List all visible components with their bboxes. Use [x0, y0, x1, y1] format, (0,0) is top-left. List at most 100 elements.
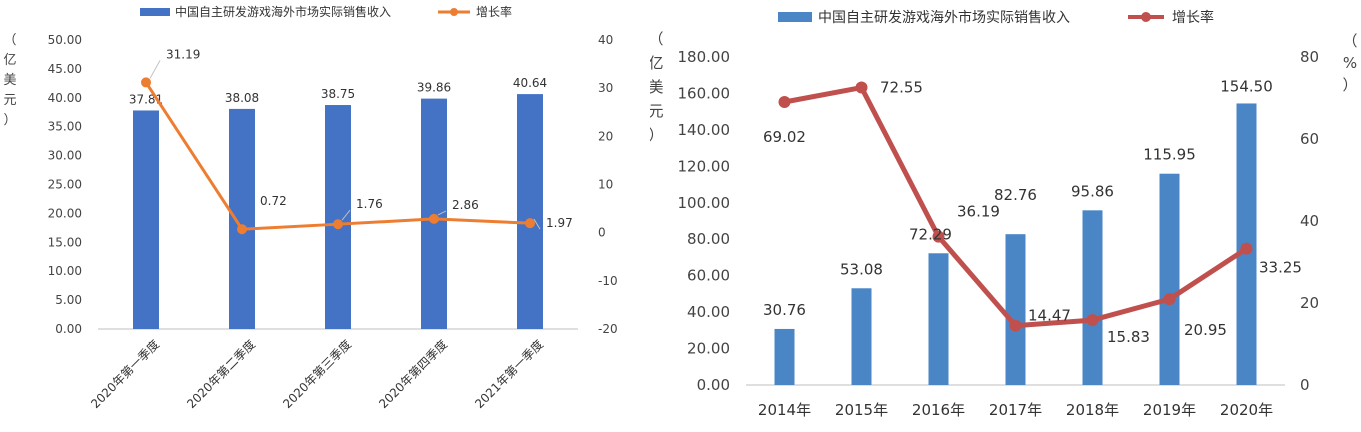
y-left-tick-label: 100.00 — [678, 194, 731, 212]
y-right-tick-label: 0 — [1300, 376, 1310, 394]
y-axis-label-char: 元 — [3, 93, 16, 108]
legend-line-label: 增长率 — [476, 4, 512, 19]
bar — [1082, 210, 1103, 385]
bar-value-label: 72.29 — [909, 225, 952, 243]
x-category-label: 2019年 — [1143, 401, 1196, 419]
growth-point — [141, 77, 151, 88]
growth-point — [1086, 314, 1099, 327]
y-left-tick-label: 20.00 — [687, 340, 730, 358]
x-category-label: 2021年第一季度 — [471, 337, 546, 412]
y2-axis-label-char: ） — [1342, 76, 1357, 94]
growth-point — [429, 213, 439, 224]
growth-value-label: 1.76 — [356, 197, 383, 211]
bar — [1005, 234, 1026, 385]
quarterly-revenue-chart: 中国自主研发游戏海外市场实际销售收入 增长率 （ 亿美元 ） 0.00 5.00 10.00 1… — [0, 0, 640, 432]
y-axis-label-char: ） — [3, 113, 16, 128]
y-axis-label-char: （ — [650, 30, 664, 48]
x-category-label: 2016年 — [912, 401, 965, 419]
y-left-tick-label: 25.00 — [48, 178, 82, 192]
growth-point — [237, 224, 247, 235]
bar — [774, 328, 795, 385]
growth-value-label: 69.02 — [763, 128, 806, 146]
growth-value-label: 1.97 — [546, 216, 573, 230]
x-category-label: 2020年第一季度 — [87, 337, 162, 412]
growth-value-label: 31.19 — [166, 47, 200, 61]
y-right-tick-label: -10 — [598, 274, 618, 288]
y-left-tick-label: 60.00 — [687, 267, 730, 285]
growth-label-leader — [437, 210, 447, 216]
legend-bar-label: 中国自主研发游戏海外市场实际销售收入 — [175, 4, 391, 19]
growth-value-label: 2.86 — [452, 198, 479, 212]
bar — [325, 105, 351, 330]
bar-value-label: 40.64 — [513, 76, 547, 90]
y-left-tick-label: 140.00 — [678, 121, 731, 139]
growth-point — [1009, 319, 1022, 332]
growth-value-label: 36.19 — [957, 203, 1000, 221]
y-left-tick-label: 30.00 — [48, 149, 82, 163]
x-category-label: 2020年第三季度 — [279, 337, 354, 412]
y-right-tick-label: 10 — [598, 178, 613, 192]
x-category-label: 2017年 — [989, 401, 1042, 419]
bar-value-label: 30.76 — [763, 301, 806, 319]
y-left-tick-label: 80.00 — [687, 230, 730, 248]
y-axis-label-char: 元 — [650, 102, 664, 120]
growth-point — [932, 230, 945, 243]
y-right-tick-label: 0 — [598, 226, 606, 240]
bar — [928, 253, 949, 385]
y-left-tick-label: 120.00 — [678, 157, 731, 175]
bar — [517, 94, 543, 329]
growth-point — [855, 81, 868, 94]
bar — [851, 288, 872, 385]
y2-axis-label-char: % — [1343, 54, 1357, 72]
growth-point — [525, 218, 535, 229]
bar-value-label: 38.75 — [321, 87, 355, 101]
y-right-tick-label: 20 — [598, 129, 613, 143]
x-category-label: 2014年 — [758, 401, 811, 419]
annual-revenue-chart: 中国自主研发游戏海外市场实际销售收入 增长率 （ 亿美元 ） （% ） 0.00 20.00 40… — [650, 0, 1361, 432]
legend-line-marker — [1141, 12, 1151, 22]
y-right-tick-label: 30 — [598, 81, 613, 95]
x-category-label: 2020年 — [1220, 401, 1273, 419]
y-left-tick-label: 10.00 — [48, 264, 82, 278]
bar-value-label: 39.86 — [417, 81, 451, 95]
growth-value-label: 72.55 — [880, 79, 923, 97]
y-right-tick-label: 40 — [598, 33, 613, 47]
y-axis-label-char: ） — [650, 126, 664, 144]
y-right-tick-label: 80 — [1300, 48, 1319, 66]
y-left-tick-label: 40.00 — [687, 303, 730, 321]
y-left-tick-label: 15.00 — [48, 235, 82, 249]
legend-bar-label: 中国自主研发游戏海外市场实际销售收入 — [818, 9, 1070, 26]
bar — [229, 108, 255, 329]
y-left-tick-label: 0.00 — [55, 322, 82, 336]
y-axis-label-char: 美 — [650, 78, 664, 96]
y-left-tick-label: 20.00 — [48, 206, 82, 220]
growth-point — [1240, 242, 1253, 255]
y-left-tick-label: 50.00 — [48, 33, 82, 47]
y-left-tick-label: 40.00 — [48, 91, 82, 105]
growth-label-leader — [149, 60, 161, 79]
legend-line-label: 增长率 — [1172, 9, 1214, 26]
y-axis-label-char: 亿 — [3, 53, 16, 68]
growth-label-leader — [533, 218, 541, 230]
bar-value-label: 38.08 — [225, 91, 259, 105]
y2-axis-label-char: （ — [1342, 32, 1357, 50]
y-axis-label-char: 亿 — [650, 54, 664, 72]
bar — [1159, 173, 1180, 385]
y-axis-label-char: 美 — [3, 73, 16, 88]
growth-value-label: 15.83 — [1107, 328, 1150, 346]
x-category-label: 2015年 — [835, 401, 888, 419]
bar-value-label: 95.86 — [1071, 182, 1114, 200]
x-category-label: 2020年第二季度 — [183, 337, 258, 412]
y-left-tick-label: 180.00 — [678, 48, 731, 66]
growth-value-label: 14.47 — [1028, 307, 1071, 325]
y-right-tick-label: -20 — [598, 322, 618, 336]
growth-value-label: 20.95 — [1184, 321, 1227, 339]
bar-value-label: 154.50 — [1220, 77, 1273, 95]
y-left-tick-label: 160.00 — [678, 84, 731, 102]
y-axis-label-char: （ — [3, 33, 16, 48]
legend-line-marker — [450, 8, 458, 16]
growth-point — [1163, 293, 1176, 306]
y-left-tick-label: 5.00 — [55, 293, 82, 307]
growth-label-leader — [341, 209, 351, 221]
bar-value-label: 115.95 — [1143, 146, 1196, 164]
